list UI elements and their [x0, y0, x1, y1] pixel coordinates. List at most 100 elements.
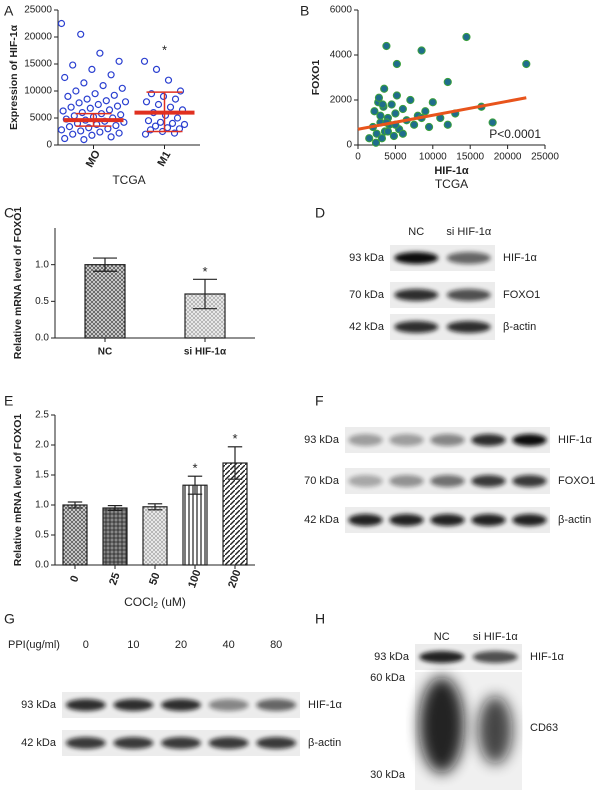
y-tick-label: 4000 [330, 50, 353, 61]
protein-label: FOXO1 [558, 475, 595, 487]
y-tick-label: 0 [46, 140, 52, 151]
band [65, 737, 106, 749]
panel-letter: E [4, 393, 13, 409]
band [430, 475, 465, 487]
data-point [462, 32, 471, 42]
x-tick-label: 100 [186, 568, 204, 589]
panel-letter: H [315, 611, 325, 627]
data-point [96, 128, 104, 136]
kda-label: 93 kDa [21, 699, 57, 711]
panel-letter: C [4, 205, 14, 221]
data-point [61, 134, 69, 143]
x-tick-label: MO [84, 148, 103, 170]
data-point [144, 117, 153, 125]
data-point [180, 120, 189, 129]
data-point [383, 127, 393, 136]
band [472, 651, 518, 663]
data-point [365, 134, 374, 143]
kda-label: 70 kDa [304, 475, 340, 487]
data-point [115, 57, 123, 65]
data-point [173, 114, 182, 122]
data-point [443, 120, 452, 129]
data-point [113, 102, 122, 110]
data-point [389, 131, 399, 141]
lane-label: si HIF-1α [446, 226, 492, 238]
significance: * [202, 264, 207, 279]
lane-label: si HIF-1α [473, 631, 519, 643]
band [161, 737, 201, 749]
significance: * [162, 43, 167, 58]
band [430, 434, 465, 446]
y-tick-label: 6000 [330, 5, 353, 16]
smear [419, 677, 465, 773]
kda-label: 93 kDa [349, 252, 385, 264]
data-point [80, 136, 88, 144]
data-point [152, 65, 161, 74]
data-point [77, 30, 85, 38]
data-point [64, 92, 72, 101]
band [446, 289, 491, 301]
x-tick-label: NC [98, 347, 112, 358]
data-point [147, 90, 156, 98]
kda-label: 70 kDa [349, 289, 385, 301]
data-point [374, 93, 384, 102]
band [161, 699, 201, 711]
band [471, 434, 506, 446]
data-point [112, 121, 120, 130]
x-tick-label: 50 [147, 571, 162, 587]
y-tick-label: 2000 [330, 95, 353, 106]
x-tick-label: 25000 [531, 152, 559, 163]
data-point [146, 126, 155, 134]
data-point [140, 57, 149, 65]
y-tick-label: 0.5 [35, 296, 49, 307]
data-point [105, 106, 114, 114]
x-tick-label: 5000 [384, 152, 407, 163]
data-point [380, 84, 389, 93]
band [348, 434, 383, 446]
data-point [168, 119, 177, 128]
kda-label: 42 kDa [349, 321, 385, 333]
band [471, 475, 506, 487]
data-point [164, 76, 173, 84]
data-point [67, 103, 75, 111]
data-point [117, 111, 125, 119]
y-axis-label: Expression of HIF-1α [8, 24, 20, 130]
x-tick-label: 15000 [456, 152, 484, 163]
data-point [110, 91, 118, 99]
y-tick-label: 15000 [24, 59, 52, 70]
data-point [83, 95, 91, 103]
data-point [72, 87, 80, 95]
data-point [371, 138, 381, 147]
smear-label: CD63 [530, 722, 558, 734]
band [389, 475, 424, 487]
kda-label: 93 kDa [304, 434, 340, 446]
data-point [57, 126, 66, 134]
lane-label: NC [408, 226, 424, 238]
y-tick-label: 2.5 [35, 410, 49, 421]
band [512, 514, 547, 526]
y-tick-label: 0.0 [35, 560, 49, 571]
x-tick-label: si HIF-1α [184, 347, 227, 358]
band [430, 514, 465, 526]
y-axis-label: Relative mRNA level of FOXO1 [12, 207, 24, 360]
protein-label: β-actin [308, 737, 341, 749]
lane-label: 10 [127, 639, 139, 651]
data-point [392, 91, 401, 100]
data-point [141, 130, 150, 138]
band [113, 737, 154, 749]
data-point [377, 134, 387, 143]
data-point [85, 124, 93, 132]
data-point [159, 92, 168, 101]
data-point [88, 65, 96, 74]
smear [478, 696, 513, 764]
x-tick-label: 0 [68, 574, 81, 584]
x-axis-label: TCGA [112, 173, 145, 187]
band [512, 475, 547, 487]
x-tick-label: 10000 [419, 152, 447, 163]
data-point [391, 109, 400, 118]
x-tick-label: 20000 [494, 152, 522, 163]
x-axis-label-sub: 2 [153, 601, 158, 610]
kda-marker: 30 kDa [370, 769, 406, 781]
x-axis-label-main: COCl [124, 595, 153, 609]
band [208, 737, 249, 749]
